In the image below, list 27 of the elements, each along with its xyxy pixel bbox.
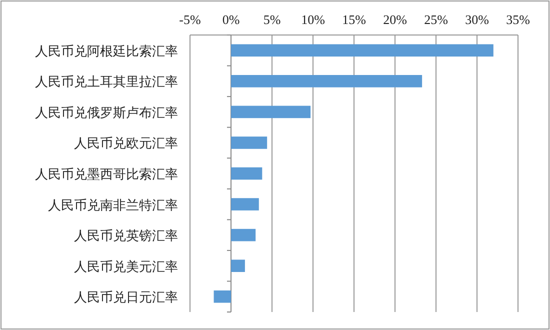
x-tick-label: 10% [301, 12, 326, 27]
bar [214, 290, 231, 303]
x-tick-label: 25% [424, 12, 448, 27]
y-tick-label: 人民币兑阿根廷比索汇率 [35, 43, 178, 58]
bar [231, 106, 311, 118]
y-tick-label: 人民币兑欧元汇率 [74, 136, 178, 151]
y-tick-label: 人民币兑英镑汇率 [74, 228, 178, 244]
x-tick-label: 0% [222, 12, 240, 27]
x-tick-label: 5% [263, 12, 281, 27]
bar [231, 198, 259, 210]
bar [231, 260, 245, 272]
x-tick-label: 20% [383, 12, 408, 27]
bar [231, 75, 422, 88]
bar [231, 228, 256, 242]
y-tick-label: 人民币兑俄罗斯卢布汇率 [35, 104, 178, 120]
x-tick-label: 35% [506, 12, 530, 27]
y-tick-label: 人民币兑日元汇率 [74, 290, 178, 305]
bar [231, 136, 268, 149]
y-tick-label: 人民币兑土耳其里拉汇率 [35, 74, 178, 90]
y-tick-label: 人民币兑墨西哥比索汇率 [35, 166, 178, 182]
x-tick-label: -5% [179, 12, 201, 27]
x-tick-label: 30% [465, 12, 490, 27]
y-tick-label: 人民币兑南非兰特汇率 [48, 197, 178, 212]
bar [231, 44, 494, 57]
bar [231, 167, 262, 180]
y-tick-label: 人民币兑美元汇率 [74, 258, 178, 274]
x-tick-label: 15% [342, 12, 366, 27]
